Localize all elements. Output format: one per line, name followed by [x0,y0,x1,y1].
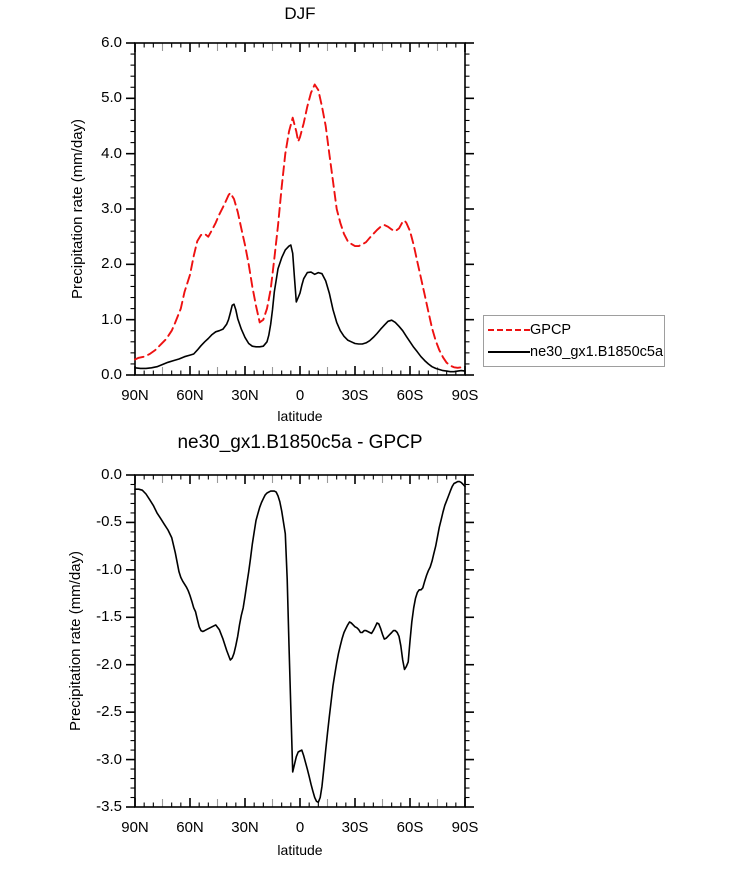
legend-row-gpcp: GPCP [488,319,664,341]
legend-dashed-line-icon [488,329,530,331]
x-tick-label: 90S [451,387,479,404]
y-tick-label: -3.5 [96,798,122,815]
y-tick-label: -2.0 [96,655,122,673]
x-tick-label: 30S [341,387,369,404]
legend-label-ne30: ne30_gx1.B1850c5a [530,344,664,360]
x-tick-label: 60S [396,819,424,836]
y-tick-label: -2.5 [96,703,122,721]
x-tick-label: 90N [121,819,149,836]
legend-solid-line-icon [488,351,530,353]
y-tick-label: -3.0 [96,750,122,768]
panel1-title: DJF [284,4,316,23]
x-tick-label: 30S [341,819,369,836]
y-tick-label: 1.0 [101,310,122,328]
y-tick-label: -1.5 [96,608,122,626]
y-tick-label: 3.0 [101,200,122,217]
x-tick-label: 90S [451,819,479,836]
y-tick-label: -1.0 [96,560,122,578]
y-tick-label: 5.0 [101,89,122,107]
legend: GPCP ne30_gx1.B1850c5a [483,315,665,367]
x-tick-label: 60S [396,387,424,404]
x-tick-label: 90N [121,387,149,404]
y-tick-label: -0.5 [96,513,122,531]
x-tick-label: 0 [295,387,305,404]
y-tick-label: 2.0 [101,255,122,273]
x-tick-label: 60N [176,387,204,404]
panel2-x-axis-label: latitude [277,842,323,858]
panel1-x-axis-label: latitude [277,408,323,424]
y-tick-label: 0.0 [101,366,122,383]
x-tick-label: 30N [231,387,259,404]
x-tick-label: 60N [176,819,204,836]
panel2-y-axis-label: Precipitation rate (mm/day) [67,550,84,732]
panel2-title: ne30_gx1.B1850c5a - GPCP [177,432,423,453]
x-tick-label: 30N [231,819,259,836]
y-tick-label: 0.0 [101,466,122,483]
legend-row-ne30: ne30_gx1.B1850c5a [488,341,664,363]
y-tick-label: 4.0 [101,144,122,162]
legend-label-gpcp: GPCP [530,322,572,338]
y-tick-label: 6.0 [101,34,122,51]
x-tick-label: 0 [295,819,305,836]
